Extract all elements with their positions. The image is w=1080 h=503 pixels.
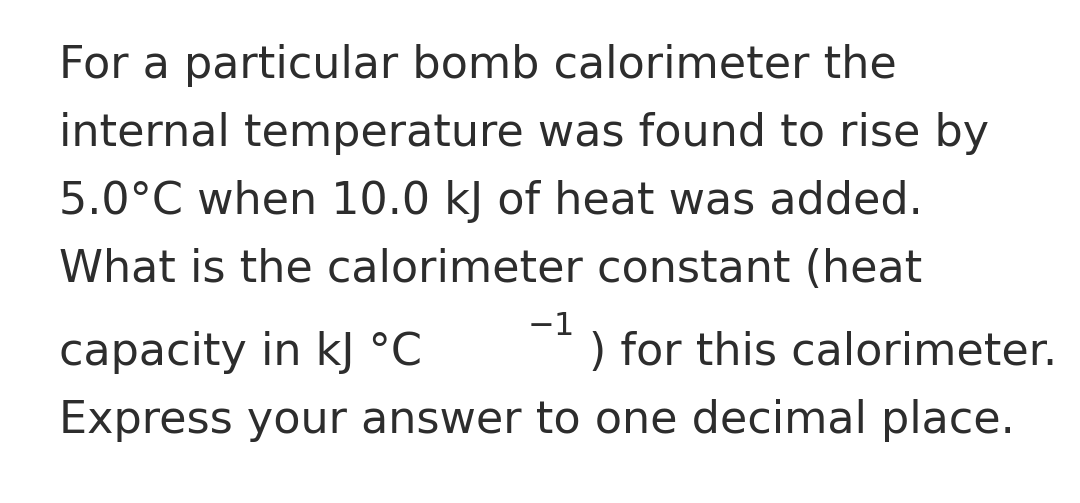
Text: internal temperature was found to rise by: internal temperature was found to rise b… bbox=[59, 112, 989, 155]
Text: What is the calorimeter constant (heat: What is the calorimeter constant (heat bbox=[59, 247, 922, 291]
Text: ) for this calorimeter.: ) for this calorimeter. bbox=[589, 330, 1057, 374]
Text: For a particular bomb calorimeter the: For a particular bomb calorimeter the bbox=[59, 44, 897, 87]
Text: capacity in kJ °C: capacity in kJ °C bbox=[59, 330, 422, 374]
Text: −1: −1 bbox=[528, 311, 576, 343]
Text: 5.0°C when 10.0 kJ of heat was added.: 5.0°C when 10.0 kJ of heat was added. bbox=[59, 180, 923, 223]
Text: Express your answer to one decimal place.: Express your answer to one decimal place… bbox=[59, 398, 1015, 442]
